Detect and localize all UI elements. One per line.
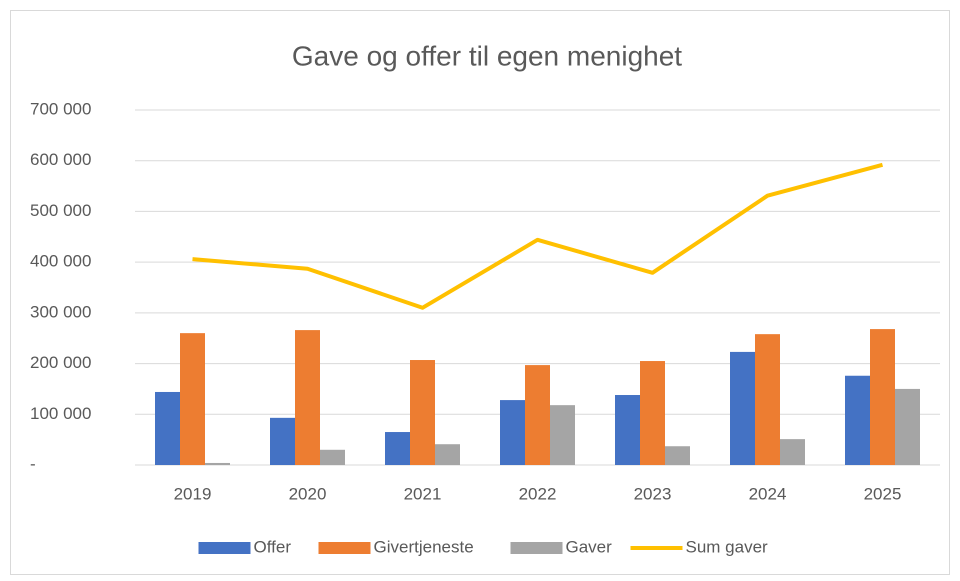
x-tick-label: 2019 [174, 484, 212, 503]
bar [180, 333, 205, 465]
bar [730, 351, 755, 465]
x-tick-label: 2025 [864, 484, 902, 503]
bar [320, 449, 345, 465]
bar [385, 432, 410, 465]
bar [500, 400, 525, 465]
y-tick-label: 200 000 [30, 353, 91, 372]
y-tick-label: 100 000 [30, 404, 91, 423]
bar [435, 444, 460, 465]
bar [205, 462, 230, 465]
bar [665, 446, 690, 465]
x-tick-label: 2023 [634, 484, 672, 503]
y-tick-label: 400 000 [30, 252, 91, 271]
y-tick-label: 600 000 [30, 150, 91, 169]
legend-marker [510, 542, 563, 554]
legend-label: Gaver [566, 537, 613, 556]
x-tick-label: 2020 [289, 484, 327, 503]
legend-marker [198, 542, 251, 554]
x-tick-label: 2024 [749, 484, 787, 503]
y-tick-label: 700 000 [30, 99, 91, 118]
x-tick-label: 2022 [519, 484, 557, 503]
legend-label: Offer [254, 537, 292, 556]
bar [845, 375, 870, 465]
bar [870, 329, 895, 465]
bar [270, 417, 295, 465]
bar [615, 395, 640, 465]
bar [755, 334, 780, 465]
legend-label: Givertjeneste [374, 537, 474, 556]
bar [550, 405, 575, 465]
bar [295, 330, 320, 465]
bar [410, 360, 435, 465]
chart-title: Gave og offer til egen menighet [292, 40, 682, 71]
legend-label: Sum gaver [686, 537, 769, 556]
bar [895, 388, 920, 465]
y-tick-label: - [30, 454, 36, 473]
line [192, 162, 884, 310]
bar [155, 391, 180, 465]
y-tick-label: 300 000 [30, 302, 91, 321]
chart-border [10, 10, 950, 575]
bar [780, 439, 805, 465]
bar [525, 365, 550, 465]
x-tick-label: 2021 [404, 484, 442, 503]
legend-marker [318, 542, 371, 554]
bar [640, 361, 665, 465]
y-tick-label: 500 000 [30, 201, 91, 220]
